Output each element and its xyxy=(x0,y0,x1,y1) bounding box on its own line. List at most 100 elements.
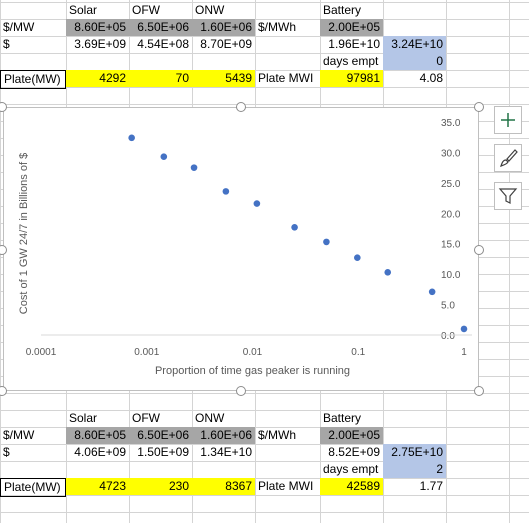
label-per-mwh[interactable]: $/MWh xyxy=(258,20,297,34)
label-days-empty[interactable]: days empt xyxy=(323,54,379,68)
cell-onw-cost[interactable]: 1.34E+10 xyxy=(200,445,252,459)
cell-solar-plate[interactable]: 4723 xyxy=(66,478,129,495)
gridline-horizontal xyxy=(0,495,529,496)
header-battery[interactable]: Battery xyxy=(323,411,362,425)
label-plate-mwh[interactable]: Plate MWI xyxy=(258,479,314,493)
data-point[interactable] xyxy=(128,134,135,142)
data-point[interactable] xyxy=(354,254,361,262)
cell-total-cost[interactable]: 2.75E+10 xyxy=(383,444,446,461)
gridline-horizontal xyxy=(0,19,529,20)
resize-handle-bottom-left[interactable] xyxy=(0,386,7,396)
label-per-mw[interactable]: $/MW xyxy=(3,20,35,34)
x-tick-label: 1 xyxy=(461,347,467,358)
cell-solar-cost[interactable]: 4.06E+09 xyxy=(74,445,126,459)
x-axis-ticks: 0.0001 0.001 0.01 0.1 1 xyxy=(26,347,468,358)
chart-elements-button[interactable] xyxy=(494,106,522,134)
y-tick-label: 15.0 xyxy=(441,240,461,251)
resize-handle-top[interactable] xyxy=(236,102,246,112)
y-axis-title: Cost of 1 GW 24/7 in Billions of $ xyxy=(18,153,30,314)
cell-onw-per-mw[interactable]: 1.60E+06 xyxy=(192,427,255,444)
header-ofw[interactable]: OFW xyxy=(132,3,160,17)
data-point[interactable] xyxy=(291,223,298,231)
label-days-empty[interactable]: days empt xyxy=(323,462,379,476)
cell-battery-plate[interactable]: 42589 xyxy=(320,478,383,495)
data-point[interactable] xyxy=(323,238,330,246)
y-axis-ticks: 0.0 5.0 10.0 15.0 20.0 25.0 30.0 35.0 xyxy=(441,118,461,342)
cell-onw-plate[interactable]: 5439 xyxy=(192,70,255,87)
cell-battery-cost[interactable]: 8.52E+09 xyxy=(328,445,380,459)
header-onw[interactable]: ONW xyxy=(195,3,225,17)
cell-ofw-per-mw[interactable]: 6.50E+06 xyxy=(129,427,192,444)
cell-ofw-cost[interactable]: 4.54E+08 xyxy=(137,37,189,51)
gridline-horizontal xyxy=(0,512,529,513)
label-dollars[interactable]: $ xyxy=(3,37,10,51)
resize-handle-right[interactable] xyxy=(474,245,484,255)
gridline-horizontal xyxy=(0,410,529,411)
cell-days-empty[interactable]: 2 xyxy=(383,461,446,478)
cell-plate-ratio[interactable]: 1.77 xyxy=(419,479,443,493)
cell-ofw-per-mw[interactable]: 6.50E+06 xyxy=(129,19,192,36)
cell-battery-plate[interactable]: 97981 xyxy=(320,70,383,87)
cell-battery-per-mwh[interactable]: 2.00E+05 xyxy=(320,19,383,36)
cell-onw-per-mw[interactable]: 1.60E+06 xyxy=(192,19,255,36)
gridline-horizontal xyxy=(0,70,529,71)
header-battery[interactable]: Battery xyxy=(323,3,362,17)
x-tick-label: 0.1 xyxy=(351,347,365,358)
label-plate-mw[interactable]: Plate(MW) xyxy=(0,70,66,89)
data-point[interactable] xyxy=(190,164,198,171)
cell-onw-plate[interactable]: 8367 xyxy=(192,478,255,495)
y-tick-label: 35.0 xyxy=(441,118,461,129)
data-point[interactable] xyxy=(428,288,436,296)
y-tick-label: 5.0 xyxy=(441,301,455,312)
gridline-horizontal xyxy=(0,36,529,37)
gridline-horizontal xyxy=(0,461,529,462)
data-point[interactable] xyxy=(160,153,168,160)
data-point[interactable] xyxy=(253,200,261,207)
cell-plate-ratio[interactable]: 4.08 xyxy=(419,71,443,85)
data-point[interactable] xyxy=(222,188,230,195)
gridline-horizontal xyxy=(0,478,529,479)
label-plate-mw[interactable]: Plate(MW) xyxy=(0,478,66,497)
chart-styles-button[interactable] xyxy=(494,144,522,172)
gridline-horizontal xyxy=(0,393,529,394)
cell-solar-per-mw[interactable]: 8.60E+05 xyxy=(66,427,129,444)
resize-handle-top-right[interactable] xyxy=(474,102,484,112)
paintbrush-icon xyxy=(500,149,518,167)
cell-days-empty[interactable]: 0 xyxy=(383,53,446,70)
cell-solar-plate[interactable]: 4292 xyxy=(66,70,129,87)
chart-area[interactable]: 0.0 5.0 10.0 15.0 20.0 25.0 30.0 35.0 0.0001 0.0… xyxy=(3,107,479,391)
header-ofw[interactable]: OFW xyxy=(132,411,160,425)
header-solar[interactable]: Solar xyxy=(69,411,98,425)
cell-onw-cost[interactable]: 8.70E+09 xyxy=(200,37,252,51)
header-onw[interactable]: ONW xyxy=(195,411,225,425)
y-tick-label: 0.0 xyxy=(441,331,455,342)
label-per-mwh[interactable]: $/MWh xyxy=(258,428,297,442)
chart-filters-button[interactable] xyxy=(494,182,522,210)
gridline-vertical xyxy=(509,0,510,523)
label-per-mw[interactable]: $/MW xyxy=(3,428,35,442)
cell-battery-per-mwh[interactable]: 2.00E+05 xyxy=(320,427,383,444)
data-points xyxy=(128,134,468,333)
x-tick-label: 0.001 xyxy=(134,347,159,358)
cell-total-cost[interactable]: 3.24E+10 xyxy=(383,36,446,53)
cell-solar-per-mw[interactable]: 8.60E+05 xyxy=(66,19,129,36)
resize-handle-left[interactable] xyxy=(0,245,7,255)
x-axis-title: Proportion of time gas peaker is running xyxy=(155,365,350,377)
resize-handle-bottom[interactable] xyxy=(236,386,246,396)
cell-battery-cost[interactable]: 1.96E+10 xyxy=(328,37,380,51)
gridline-horizontal xyxy=(0,444,529,445)
resize-handle-bottom-right[interactable] xyxy=(474,386,484,396)
cell-ofw-plate[interactable]: 230 xyxy=(129,478,192,495)
cell-ofw-cost[interactable]: 1.50E+09 xyxy=(137,445,189,459)
data-point[interactable] xyxy=(384,269,392,276)
gridline-horizontal xyxy=(0,87,529,88)
data-point[interactable] xyxy=(460,325,468,333)
cell-solar-cost[interactable]: 3.69E+09 xyxy=(74,37,126,51)
label-dollars[interactable]: $ xyxy=(3,445,10,459)
header-solar[interactable]: Solar xyxy=(69,3,98,17)
plus-icon xyxy=(501,113,515,127)
resize-handle-top-left[interactable] xyxy=(0,102,7,112)
cell-ofw-plate[interactable]: 70 xyxy=(129,70,192,87)
label-plate-mwh[interactable]: Plate MWI xyxy=(258,71,314,85)
